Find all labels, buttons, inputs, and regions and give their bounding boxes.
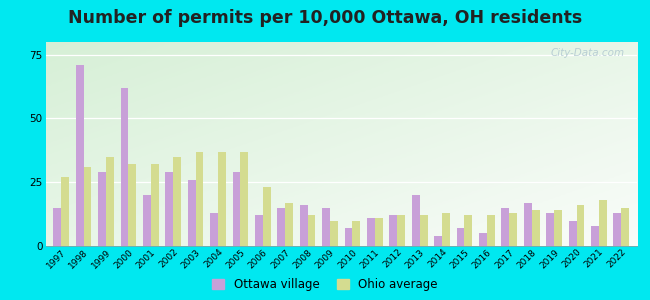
Bar bbox=[278, 208, 285, 246]
Bar bbox=[554, 210, 562, 246]
Bar bbox=[98, 172, 106, 246]
Bar bbox=[397, 215, 405, 246]
Bar bbox=[263, 187, 270, 246]
Bar bbox=[577, 205, 584, 246]
Bar bbox=[188, 180, 196, 246]
Bar bbox=[330, 220, 338, 246]
Bar bbox=[210, 213, 218, 246]
Bar bbox=[129, 164, 136, 246]
Bar bbox=[412, 195, 420, 246]
Bar bbox=[233, 172, 240, 246]
Bar bbox=[76, 65, 84, 246]
Bar bbox=[61, 177, 69, 246]
Bar bbox=[322, 208, 330, 246]
Text: Number of permits per 10,000 Ottawa, OH residents: Number of permits per 10,000 Ottawa, OH … bbox=[68, 9, 582, 27]
Bar bbox=[120, 88, 129, 246]
Bar bbox=[434, 236, 442, 246]
Bar bbox=[255, 215, 263, 246]
Bar bbox=[487, 215, 495, 246]
Bar bbox=[196, 152, 203, 246]
Bar bbox=[165, 172, 173, 246]
Bar bbox=[569, 220, 577, 246]
Bar bbox=[420, 215, 428, 246]
Bar bbox=[479, 233, 487, 246]
Bar bbox=[218, 152, 226, 246]
Bar bbox=[240, 152, 248, 246]
Bar bbox=[344, 228, 352, 246]
Bar bbox=[367, 218, 375, 246]
Bar bbox=[375, 218, 383, 246]
Bar bbox=[143, 195, 151, 246]
Legend: Ottawa village, Ohio average: Ottawa village, Ohio average bbox=[213, 278, 437, 291]
Bar bbox=[442, 213, 450, 246]
Bar bbox=[307, 215, 315, 246]
Bar bbox=[465, 215, 473, 246]
Bar bbox=[457, 228, 465, 246]
Bar bbox=[501, 208, 510, 246]
Bar bbox=[106, 157, 114, 246]
Bar bbox=[151, 164, 159, 246]
Bar bbox=[599, 200, 606, 246]
Bar bbox=[389, 215, 397, 246]
Bar bbox=[546, 213, 554, 246]
Bar bbox=[173, 157, 181, 246]
Bar bbox=[510, 213, 517, 246]
Bar bbox=[591, 226, 599, 246]
Bar bbox=[532, 210, 539, 246]
Bar bbox=[285, 203, 293, 246]
Bar bbox=[53, 208, 61, 246]
Bar bbox=[84, 167, 92, 246]
Text: City-Data.com: City-Data.com bbox=[551, 48, 625, 58]
Bar bbox=[524, 203, 532, 246]
Bar bbox=[352, 220, 360, 246]
Bar bbox=[614, 213, 621, 246]
Bar bbox=[621, 208, 629, 246]
Bar bbox=[300, 205, 307, 246]
